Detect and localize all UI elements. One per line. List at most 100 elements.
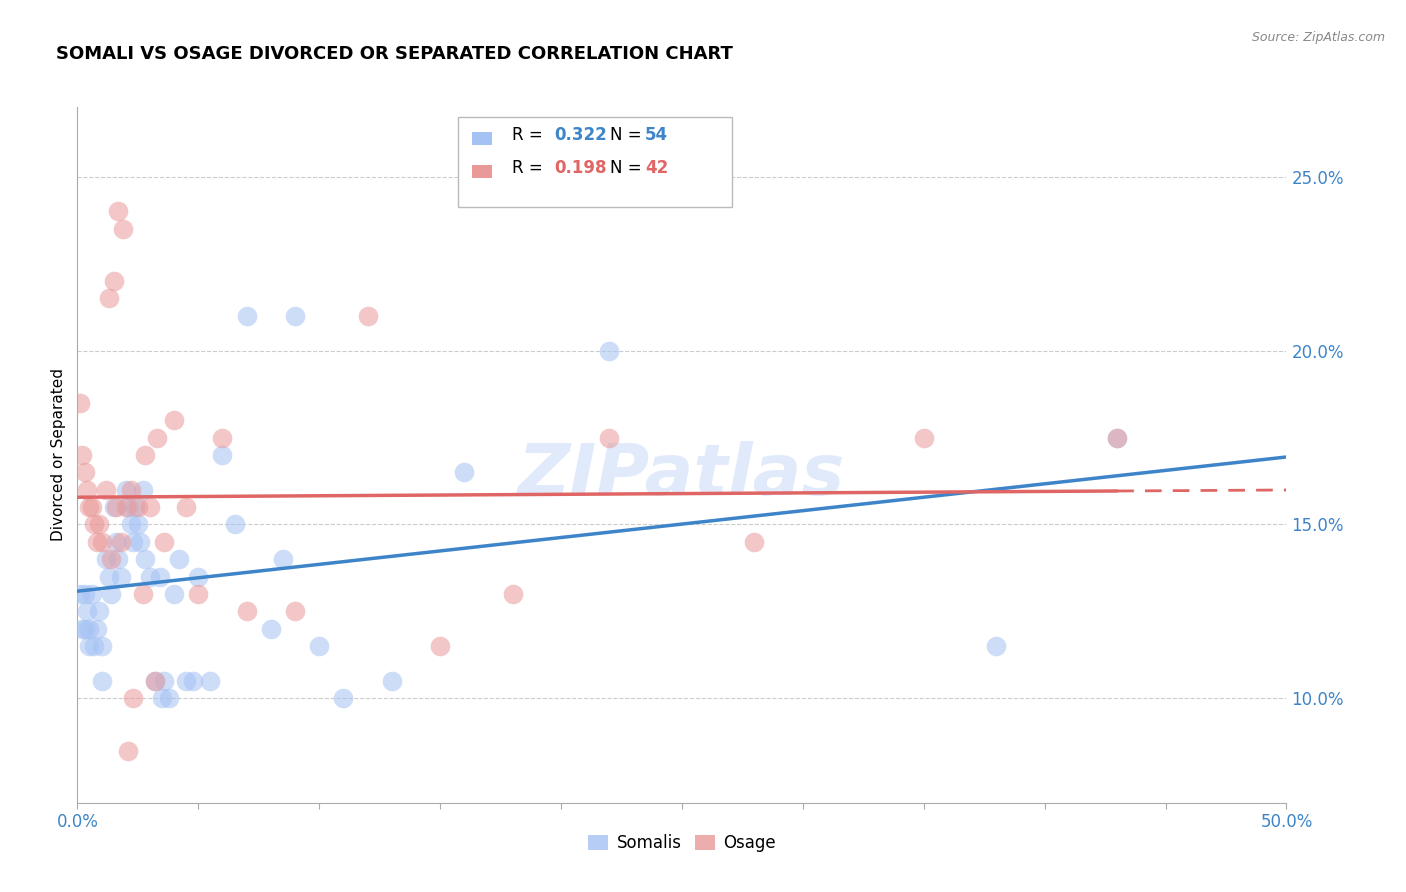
Point: [211, 448, 233, 462]
Point: [211, 431, 233, 445]
Point: [86, 622, 108, 636]
Point: [912, 431, 935, 445]
Point: [107, 204, 129, 219]
Point: [174, 674, 197, 689]
Y-axis label: Divorced or Separated: Divorced or Separated: [51, 368, 66, 541]
Point: [153, 535, 176, 549]
Point: [598, 431, 620, 445]
Point: [146, 431, 169, 445]
Point: [100, 552, 122, 566]
Point: [79, 622, 101, 636]
Point: [86, 535, 108, 549]
Point: [117, 500, 139, 514]
Point: [90, 535, 112, 549]
Point: [105, 500, 128, 514]
Point: [163, 587, 186, 601]
Point: [235, 605, 257, 619]
Point: [429, 639, 451, 653]
Text: N =: N =: [610, 127, 647, 145]
Point: [356, 309, 378, 323]
Point: [114, 483, 136, 497]
Point: [157, 691, 180, 706]
Text: R =: R =: [512, 160, 548, 178]
Text: 0.198: 0.198: [554, 160, 606, 178]
Text: SOMALI VS OSAGE DIVORCED OR SEPARATED CORRELATION CHART: SOMALI VS OSAGE DIVORCED OR SEPARATED CO…: [56, 45, 733, 62]
Point: [271, 552, 294, 566]
Point: [96, 483, 118, 497]
Point: [502, 587, 524, 601]
Point: [107, 552, 129, 566]
Point: [110, 535, 132, 549]
Point: [124, 500, 146, 514]
Point: [120, 517, 142, 532]
Point: [131, 587, 153, 601]
Point: [187, 570, 209, 584]
Point: [90, 639, 112, 653]
Text: 54: 54: [645, 127, 668, 145]
Point: [127, 517, 149, 532]
Point: [96, 552, 118, 566]
Point: [284, 605, 307, 619]
Point: [174, 500, 197, 514]
Point: [103, 500, 125, 514]
Point: [1107, 431, 1129, 445]
Point: [97, 291, 120, 305]
Point: [381, 674, 404, 689]
Point: [139, 570, 162, 584]
Point: [73, 622, 96, 636]
Point: [150, 691, 173, 706]
Text: 42: 42: [645, 160, 668, 178]
Point: [70, 622, 93, 636]
Point: [79, 639, 101, 653]
Legend: Somalis, Osage: Somalis, Osage: [579, 826, 785, 861]
Point: [112, 222, 135, 236]
Point: [453, 465, 475, 479]
Text: 0.322: 0.322: [554, 127, 606, 145]
Point: [1107, 431, 1129, 445]
Point: [148, 570, 170, 584]
Text: N =: N =: [610, 160, 647, 178]
Point: [90, 674, 112, 689]
Point: [120, 483, 142, 497]
Point: [187, 587, 209, 601]
Point: [69, 587, 91, 601]
Point: [70, 448, 93, 462]
Point: [260, 622, 283, 636]
Point: [139, 500, 162, 514]
Point: [598, 343, 620, 358]
Point: [73, 465, 96, 479]
Point: [76, 483, 98, 497]
Point: [143, 674, 166, 689]
Point: [97, 570, 120, 584]
Point: [80, 500, 103, 514]
Point: [100, 587, 122, 601]
Point: [163, 413, 186, 427]
Point: [79, 500, 101, 514]
Point: [129, 535, 152, 549]
Point: [69, 396, 91, 410]
Point: [114, 500, 136, 514]
Point: [83, 639, 105, 653]
Point: [87, 517, 110, 532]
Text: R =: R =: [512, 127, 548, 145]
Point: [332, 691, 354, 706]
Point: [308, 639, 330, 653]
Point: [143, 674, 166, 689]
Point: [183, 674, 205, 689]
Point: [134, 552, 156, 566]
Point: [134, 448, 156, 462]
Point: [744, 535, 766, 549]
Point: [87, 605, 110, 619]
Point: [110, 570, 132, 584]
Point: [76, 605, 98, 619]
Point: [83, 517, 105, 532]
Text: ZIPatlas: ZIPatlas: [519, 442, 845, 510]
Point: [235, 309, 257, 323]
Point: [167, 552, 190, 566]
Point: [284, 309, 307, 323]
Point: [73, 587, 96, 601]
Text: Source: ZipAtlas.com: Source: ZipAtlas.com: [1251, 31, 1385, 45]
Point: [80, 587, 103, 601]
Point: [127, 500, 149, 514]
Point: [224, 517, 246, 532]
